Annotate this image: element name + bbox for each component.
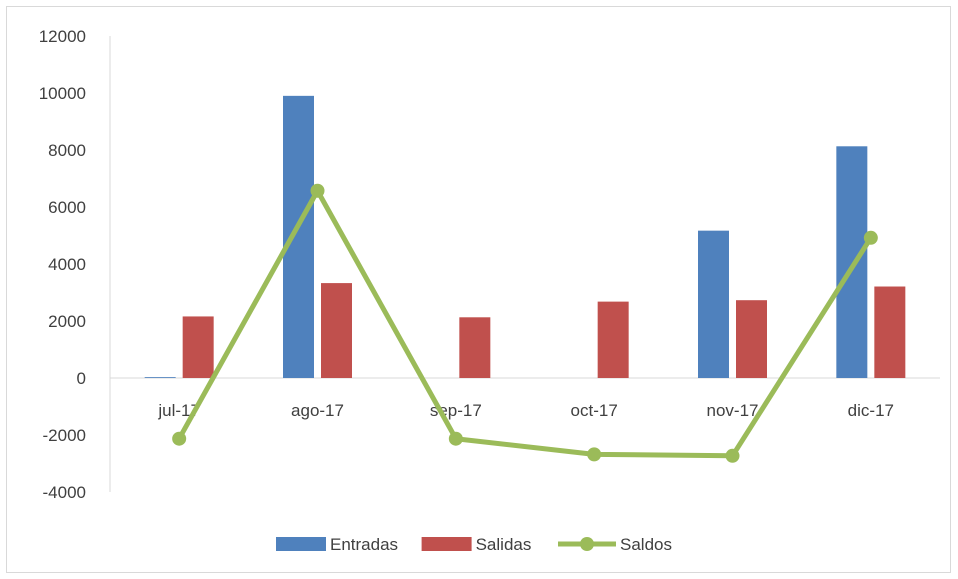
point-saldos-jul-17 bbox=[172, 431, 187, 446]
series-line-saldos bbox=[176, 188, 873, 459]
legend-marker-saldos bbox=[580, 537, 594, 551]
legend-label-salidas: Salidas bbox=[476, 535, 532, 554]
legend-swatch-salidas bbox=[421, 537, 472, 551]
y-tick-label: 8000 bbox=[48, 141, 86, 160]
legend-label-saldos: Saldos bbox=[620, 535, 672, 554]
chart-frame bbox=[6, 6, 951, 573]
y-tick-label: -2000 bbox=[43, 426, 86, 445]
y-tick-label: 6000 bbox=[48, 198, 86, 217]
bar-salidas-dic-17 bbox=[874, 286, 906, 378]
x-tick-label: nov-17 bbox=[707, 401, 759, 420]
point-saldos-dic-17 bbox=[863, 230, 878, 245]
point-saldos-nov-17 bbox=[725, 448, 740, 463]
y-tick-label: 12000 bbox=[39, 27, 86, 46]
y-tick-label: 0 bbox=[77, 369, 86, 388]
saldos-line-layer bbox=[172, 183, 878, 463]
point-saldos-oct-17 bbox=[587, 447, 602, 462]
x-tick-label: dic-17 bbox=[848, 401, 894, 420]
point-saldos-sep-17 bbox=[448, 431, 463, 446]
y-tick-label: 2000 bbox=[48, 312, 86, 331]
point-saldos-ago-17 bbox=[310, 183, 325, 198]
legend-swatch-entradas bbox=[276, 537, 326, 551]
y-tick-label: -4000 bbox=[43, 483, 86, 502]
x-tick-label: ago-17 bbox=[291, 401, 344, 420]
y-tick-label: 4000 bbox=[48, 255, 86, 274]
bar-entradas-ago-17 bbox=[283, 95, 314, 378]
x-tick-label: jul-17 bbox=[157, 401, 200, 420]
bar-entradas-nov-17 bbox=[698, 230, 729, 378]
bar-salidas-ago-17 bbox=[321, 283, 352, 378]
x-axis: jul-17 ago-17 sep-17 oct-17 nov-17 dic-17 bbox=[110, 377, 940, 420]
bar-salidas-jul-17 bbox=[182, 316, 214, 378]
bar-salidas-nov-17 bbox=[736, 300, 767, 378]
bar-salidas-oct-17 bbox=[597, 301, 629, 378]
y-tick-label: 10000 bbox=[39, 84, 86, 103]
x-tick-label: oct-17 bbox=[571, 401, 618, 420]
bar-entradas-dic-17 bbox=[836, 146, 868, 378]
legend: Entradas Salidas Saldos bbox=[276, 535, 672, 554]
legend-label-entradas: Entradas bbox=[330, 535, 398, 554]
bars bbox=[144, 95, 906, 378]
bar-salidas-sep-17 bbox=[459, 317, 491, 378]
bar-entradas-jul-17 bbox=[144, 377, 176, 378]
y-axis: 12000 10000 8000 6000 4000 2000 0 -2000 -4000 bbox=[39, 27, 111, 502]
